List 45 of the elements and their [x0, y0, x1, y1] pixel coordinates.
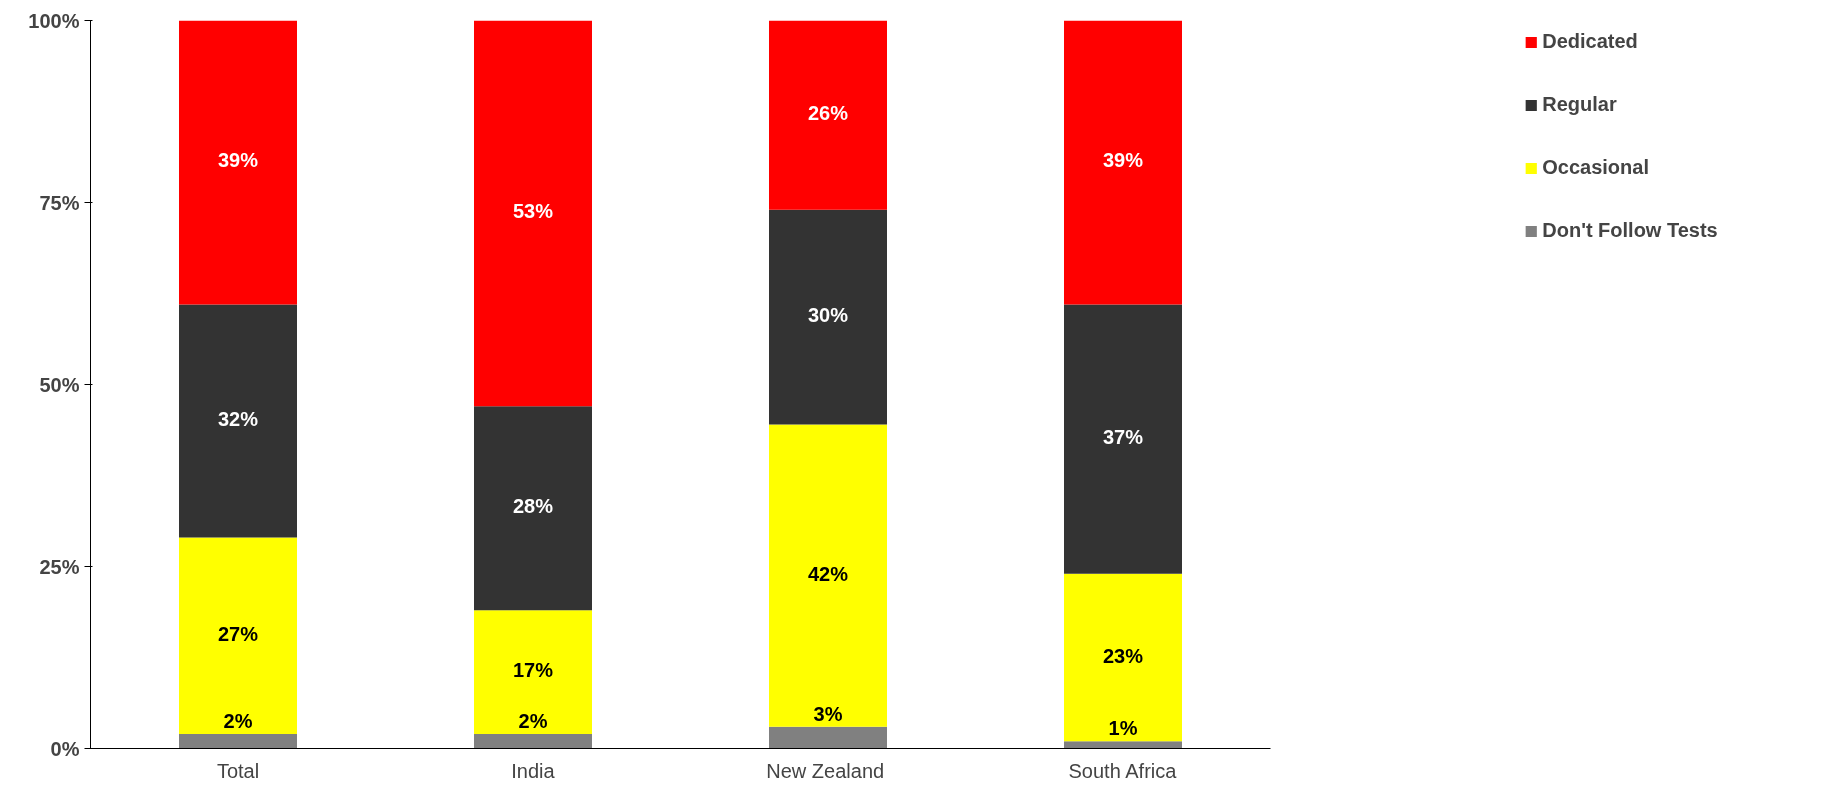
bar	[1064, 20, 1182, 305]
y-tick-label: 50%	[39, 373, 80, 396]
data-label: 2%	[223, 709, 253, 732]
bar	[1064, 741, 1182, 749]
data-label: 39%	[217, 149, 259, 172]
y-tick-label: 0%	[50, 737, 80, 760]
x-tick-label: New Zealand	[766, 759, 885, 782]
data-label: 2%	[518, 709, 548, 732]
x-tick-label: Total	[216, 759, 260, 782]
bar	[179, 20, 297, 305]
data-label: 39%	[1102, 149, 1144, 172]
bar	[474, 406, 592, 611]
legend-label: Occasional	[1542, 156, 1649, 179]
legend-label: Don't Follow Tests	[1542, 219, 1718, 242]
y-tick-label: 25%	[39, 555, 80, 578]
x-tick-label: South Africa	[1068, 759, 1178, 782]
bar	[769, 20, 887, 210]
data-label: 28%	[512, 495, 554, 518]
y-tick-label: 100%	[28, 9, 80, 32]
data-label: 32%	[217, 407, 259, 430]
bar	[769, 209, 887, 425]
bar	[474, 20, 592, 407]
data-label: 3%	[813, 702, 843, 725]
y-tick-label: 75%	[39, 191, 80, 214]
bar	[179, 537, 297, 734]
data-label: 1%	[1108, 717, 1138, 740]
bar	[474, 610, 592, 734]
bar	[769, 726, 887, 749]
legend-label: Regular	[1542, 93, 1617, 116]
bar	[1064, 573, 1182, 742]
bar	[179, 304, 297, 538]
data-label: 17%	[512, 659, 554, 682]
bar	[179, 733, 297, 749]
data-label: 26%	[807, 102, 849, 125]
legend-label: Dedicated	[1542, 30, 1638, 53]
data-label: 53%	[512, 200, 554, 223]
data-label: 37%	[1102, 426, 1144, 449]
data-label: 27%	[217, 622, 259, 645]
data-label: 23%	[1102, 644, 1144, 667]
bar	[1064, 304, 1182, 574]
bar	[474, 733, 592, 749]
bar	[769, 424, 887, 727]
data-label: 42%	[807, 562, 849, 585]
data-label: 30%	[807, 304, 849, 327]
x-tick-label: India	[511, 759, 556, 782]
